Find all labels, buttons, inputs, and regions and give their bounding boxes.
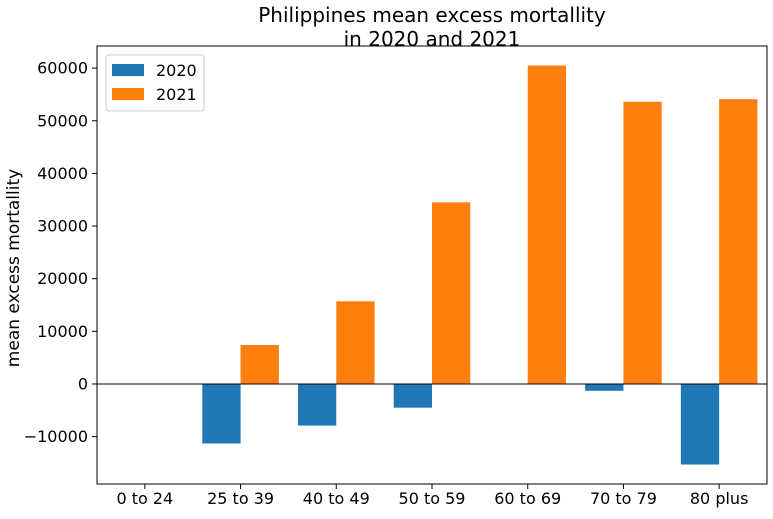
chart-title-line-2: in 2020 and 2021 [344,27,521,51]
bar-2020-80-plus [680,383,720,465]
x-tick-label: 70 to 79 [590,489,657,508]
y-tick-label: 10000 [37,322,88,341]
x-tick-label: 40 to 49 [303,489,370,508]
y-tick-label: 50000 [37,111,88,130]
y-tick-label: 40000 [37,164,88,183]
y-tick-label: 0 [78,374,88,393]
x-tick-label: 0 to 24 [116,489,173,508]
y-tick-label: 20000 [37,269,88,288]
legend-swatch-2021 [112,88,144,100]
legend: 2020 2021 [105,54,205,112]
bar-2021-50-to-59 [432,202,471,384]
x-tick-label: 60 to 69 [494,489,561,508]
bar-2021-80-plus [719,99,758,384]
bar-2020-25-to-39 [202,383,241,444]
legend-label-2021: 2021 [156,85,197,104]
x-tick-label: 80 plus [690,489,749,508]
bar-2021-40-to-49 [336,301,375,384]
x-tick-label: 50 to 59 [399,489,466,508]
y-tick-label: 30000 [37,217,88,236]
x-tick-label: 25 to 39 [207,489,274,508]
bar-2021-60-to-69 [527,65,566,384]
bar-2021-70-to-79 [623,101,662,384]
bar-2021-25-to-39 [240,345,279,384]
axes-layer: −10000 0 10000 20000 30000 40000 50000 60000 0 t… [24,45,768,508]
chart-title-line-1: Philippines mean excess mortallity [258,3,606,27]
legend-label-2020: 2020 [156,61,197,80]
y-tick-label: −10000 [24,427,88,446]
bar-2020-70-to-79 [585,383,624,391]
legend-swatch-2020 [112,64,144,76]
y-tick-label: 60000 [37,59,88,78]
y-axis-label: mean excess mortallity [4,169,24,367]
bars-layer [202,65,758,465]
bar-2020-50-to-59 [393,383,432,408]
bar-2020-40-to-49 [298,383,337,426]
